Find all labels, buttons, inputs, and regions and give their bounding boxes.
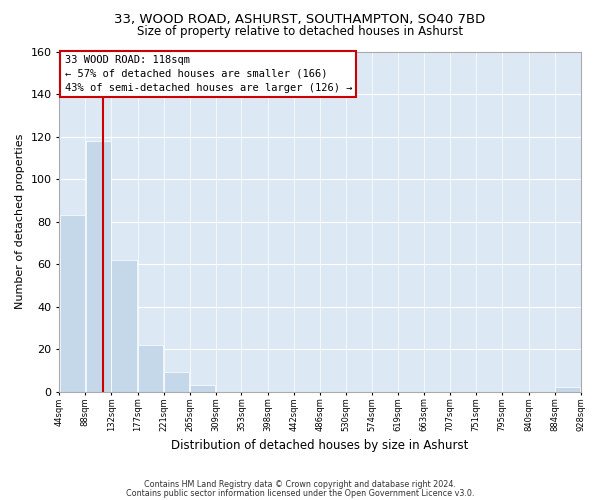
Text: 33, WOOD ROAD, ASHURST, SOUTHAMPTON, SO40 7BD: 33, WOOD ROAD, ASHURST, SOUTHAMPTON, SO4… <box>115 12 485 26</box>
Bar <box>190 385 215 392</box>
Text: 33 WOOD ROAD: 118sqm
← 57% of detached houses are smaller (166)
43% of semi-deta: 33 WOOD ROAD: 118sqm ← 57% of detached h… <box>65 55 352 93</box>
Bar <box>86 141 111 392</box>
Bar <box>138 345 163 392</box>
Bar <box>164 372 190 392</box>
Text: Contains HM Land Registry data © Crown copyright and database right 2024.: Contains HM Land Registry data © Crown c… <box>144 480 456 489</box>
X-axis label: Distribution of detached houses by size in Ashurst: Distribution of detached houses by size … <box>171 440 469 452</box>
Bar <box>59 215 85 392</box>
Bar <box>555 388 580 392</box>
Y-axis label: Number of detached properties: Number of detached properties <box>15 134 25 309</box>
Bar <box>112 260 137 392</box>
Text: Contains public sector information licensed under the Open Government Licence v3: Contains public sector information licen… <box>126 488 474 498</box>
Text: Size of property relative to detached houses in Ashurst: Size of property relative to detached ho… <box>137 25 463 38</box>
